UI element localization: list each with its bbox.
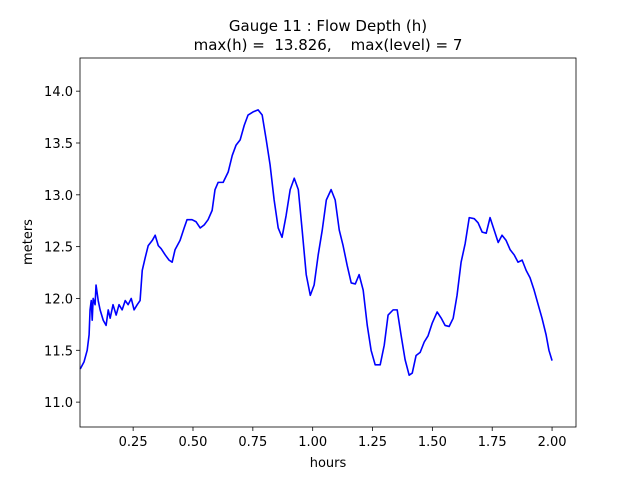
y-tick-label: 12.5 (44, 241, 73, 256)
y-tick-label: 14.0 (44, 85, 73, 100)
data-line (79, 109, 553, 376)
x-tick-label: 0.75 (238, 435, 267, 450)
chart-subtitle: max(h) = 13.826, max(level) = 7 (194, 36, 463, 54)
x-axis-label: hours (310, 456, 347, 471)
y-tick-label: 11.0 (44, 396, 73, 411)
plot-frame (79, 57, 577, 428)
x-tick-label: 0.50 (179, 435, 208, 450)
y-tick-label: 13.0 (44, 189, 73, 204)
x-tick-label: 1.25 (358, 435, 387, 450)
chart-title: Gauge 11 : Flow Depth (h) (229, 17, 427, 35)
y-tick-label: 11.5 (44, 344, 73, 359)
x-tick-label: 2.00 (538, 435, 567, 450)
y-tick-label: 12.0 (44, 292, 73, 307)
y-axis-label: meters (21, 219, 36, 265)
y-tick-label: 13.5 (44, 137, 73, 152)
x-tick-label: 1.00 (298, 435, 327, 450)
x-tick-label: 0.25 (119, 435, 148, 450)
x-tick-label: 1.75 (478, 435, 507, 450)
x-tick-label: 1.50 (418, 435, 447, 450)
